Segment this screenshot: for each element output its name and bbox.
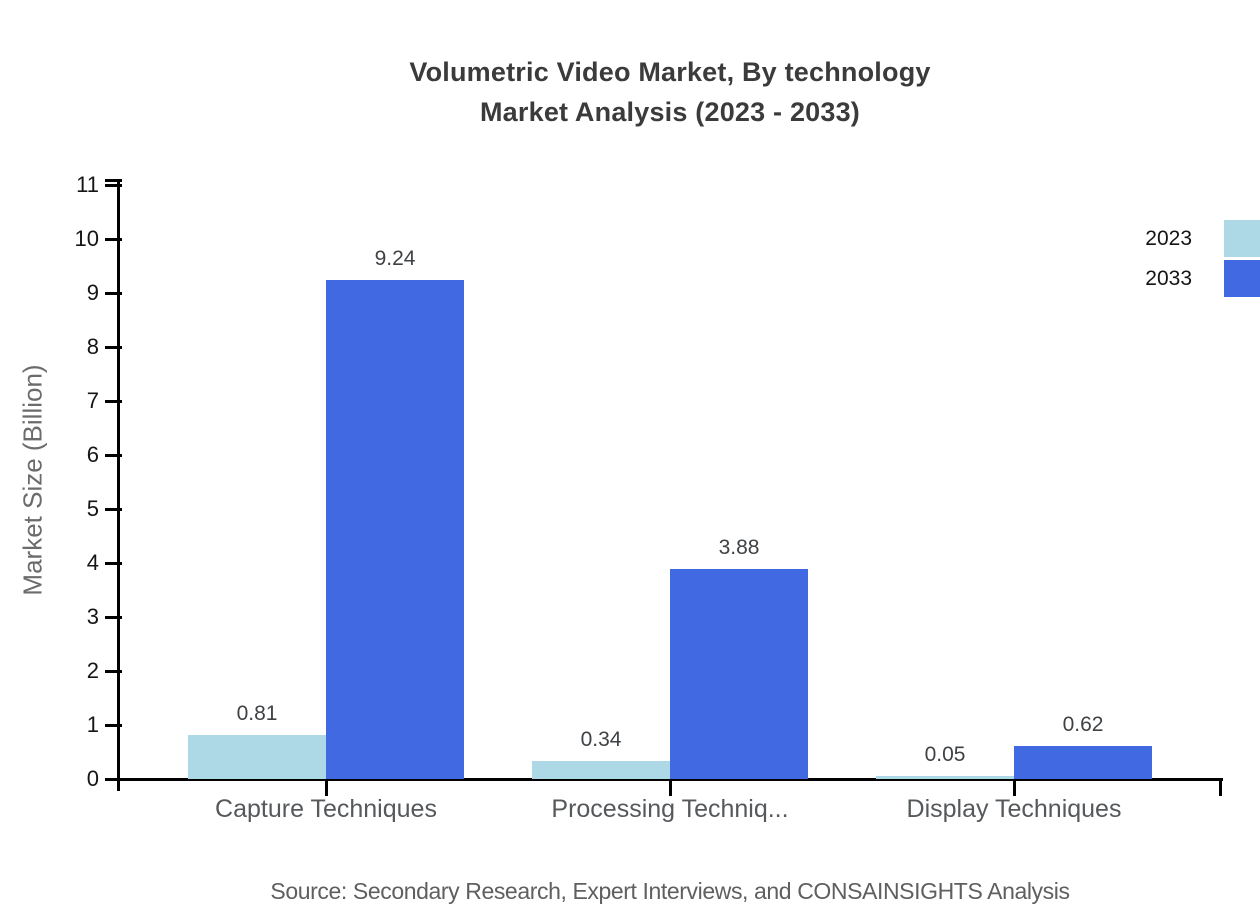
y-axis-line <box>117 179 120 791</box>
y-axis-tick-label-5: 5 <box>86 496 99 521</box>
legend-swatch-2033 <box>1224 260 1260 297</box>
y-axis-tick-4 <box>105 562 122 565</box>
legend-item-2033: 2033 <box>1145 260 1260 297</box>
x-axis-category-label-1: Processing Techniq... <box>551 795 789 823</box>
y-axis-tick-label-7: 7 <box>86 388 99 413</box>
chart-title: Volumetric Video Market, By technology M… <box>409 52 930 132</box>
legend-label-2033: 2033 <box>1145 266 1192 290</box>
x-axis-tick-1 <box>669 779 672 796</box>
y-axis-tick-label-1: 1 <box>86 712 99 737</box>
bar-value-label-2023-1: 0.34 <box>580 728 622 751</box>
bar-value-label-2023-0: 0.81 <box>236 702 278 725</box>
legend-label-2023: 2023 <box>1145 226 1192 250</box>
legend-swatch-2023 <box>1224 220 1260 257</box>
legend: 2023 2033 <box>1145 220 1260 300</box>
y-axis-cap-tick <box>105 179 122 182</box>
y-axis-tick-1 <box>105 724 122 727</box>
x-axis-tick-0 <box>325 779 328 796</box>
bar-value-label-2033-2: 0.62 <box>1062 713 1104 736</box>
bar-2023-1 <box>532 761 670 779</box>
chart-title-line1: Volumetric Video Market, By technology <box>409 57 931 87</box>
x-axis-category-label-2: Display Techniques <box>906 795 1122 823</box>
bar-2023-2 <box>876 776 1014 779</box>
bar-2033-2 <box>1014 746 1152 779</box>
bar-value-label-2033-0: 9.24 <box>374 247 416 270</box>
bar-2033-1 <box>670 569 808 779</box>
y-axis-tick-6 <box>105 454 122 457</box>
y-axis-tick-label-0: 0 <box>86 766 99 791</box>
y-axis-tick-10 <box>105 238 122 241</box>
y-axis-tick-7 <box>105 400 122 403</box>
source-note: Source: Secondary Research, Expert Inter… <box>270 878 1070 904</box>
y-axis-tick-label-9: 9 <box>86 280 99 305</box>
y-axis-tick-11 <box>105 184 122 187</box>
y-axis-tick-label-10: 10 <box>74 226 99 251</box>
y-axis-tick-2 <box>105 670 122 673</box>
x-axis-line <box>107 778 1223 781</box>
bar-value-label-2023-2: 0.05 <box>924 743 966 766</box>
y-axis-tick-9 <box>105 292 122 295</box>
y-axis-tick-8 <box>105 346 122 349</box>
bar-2023-0 <box>188 735 326 779</box>
chart-title-line2: Market Analysis (2023 - 2033) <box>479 97 861 127</box>
legend-item-2023: 2023 <box>1145 220 1260 257</box>
y-axis-tick-5 <box>105 508 122 511</box>
y-axis-tick-label-6: 6 <box>86 442 99 467</box>
y-axis-tick-0 <box>105 778 122 781</box>
x-axis-category-label-0: Capture Techniques <box>215 795 437 823</box>
y-axis-tick-label-8: 8 <box>86 334 99 359</box>
y-axis-tick-label-3: 3 <box>86 604 99 629</box>
x-axis-tick-2 <box>1013 779 1016 796</box>
y-axis-tick-label-2: 2 <box>86 658 99 683</box>
bar-2033-0 <box>326 280 464 779</box>
bar-value-label-2033-1: 3.88 <box>718 536 760 559</box>
y-axis-tick-label-11: 11 <box>76 172 99 197</box>
y-axis-tick-label-4: 4 <box>86 550 99 575</box>
y-axis-tick-3 <box>105 616 122 619</box>
x-axis-end-tick <box>1219 779 1222 796</box>
